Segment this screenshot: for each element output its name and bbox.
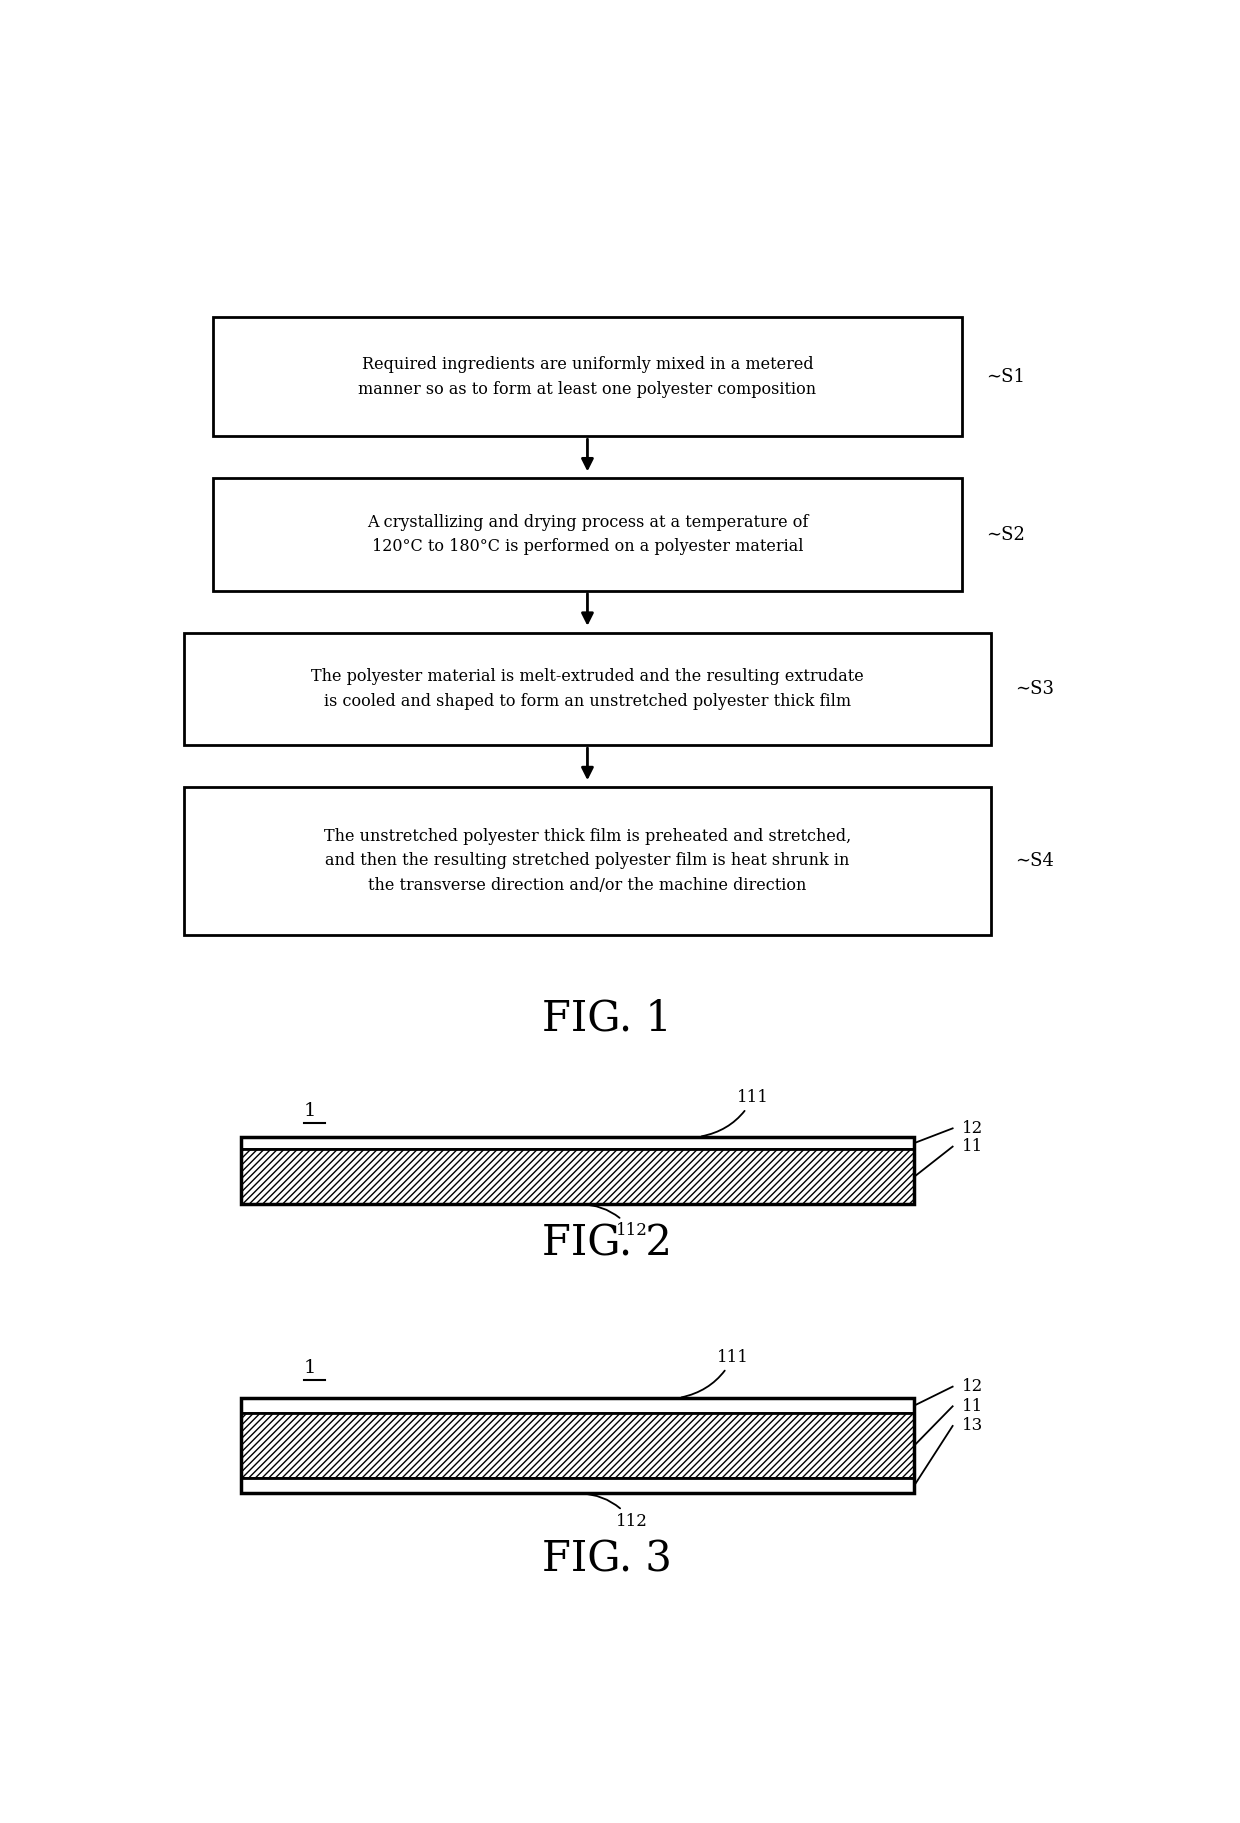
Text: ∼S2: ∼S2 — [986, 525, 1025, 543]
Text: 12: 12 — [962, 1378, 983, 1395]
Text: ∼S1: ∼S1 — [986, 368, 1025, 386]
Text: 11: 11 — [962, 1138, 983, 1156]
Text: FIG. 1: FIG. 1 — [542, 997, 672, 1039]
Bar — [242, 1138, 914, 1205]
Text: FIG. 2: FIG. 2 — [542, 1223, 672, 1265]
Bar — [184, 633, 991, 746]
Text: The polyester material is melt-extruded and the resulting extrudate
is cooled an: The polyester material is melt-extruded … — [311, 667, 864, 709]
Bar — [242, 1150, 914, 1205]
Text: 13: 13 — [962, 1418, 983, 1435]
Text: 12: 12 — [962, 1119, 983, 1138]
Bar — [242, 1138, 914, 1150]
Bar — [213, 317, 962, 436]
Text: A crystallizing and drying process at a temperature of
120°C to 180°C is perform: A crystallizing and drying process at a … — [367, 514, 808, 556]
Bar — [242, 1413, 914, 1478]
Text: The unstretched polyester thick film is preheated and stretched,
and then the re: The unstretched polyester thick film is … — [324, 828, 851, 895]
Bar — [242, 1398, 914, 1413]
Text: 1: 1 — [304, 1358, 316, 1376]
Text: ∼S4: ∼S4 — [1016, 851, 1054, 870]
Text: 112: 112 — [580, 1493, 649, 1529]
Text: 112: 112 — [580, 1205, 649, 1240]
Bar — [242, 1478, 914, 1493]
Text: 111: 111 — [682, 1349, 749, 1398]
Text: 1: 1 — [304, 1101, 316, 1119]
Bar — [184, 788, 991, 935]
Text: FIG. 3: FIG. 3 — [542, 1539, 672, 1581]
Text: 111: 111 — [702, 1088, 769, 1136]
Text: 11: 11 — [962, 1398, 983, 1415]
Text: ∼S3: ∼S3 — [1016, 680, 1054, 698]
Bar — [242, 1398, 914, 1493]
Bar — [213, 478, 962, 591]
Text: Required ingredients are uniformly mixed in a metered
manner so as to form at le: Required ingredients are uniformly mixed… — [358, 355, 816, 397]
